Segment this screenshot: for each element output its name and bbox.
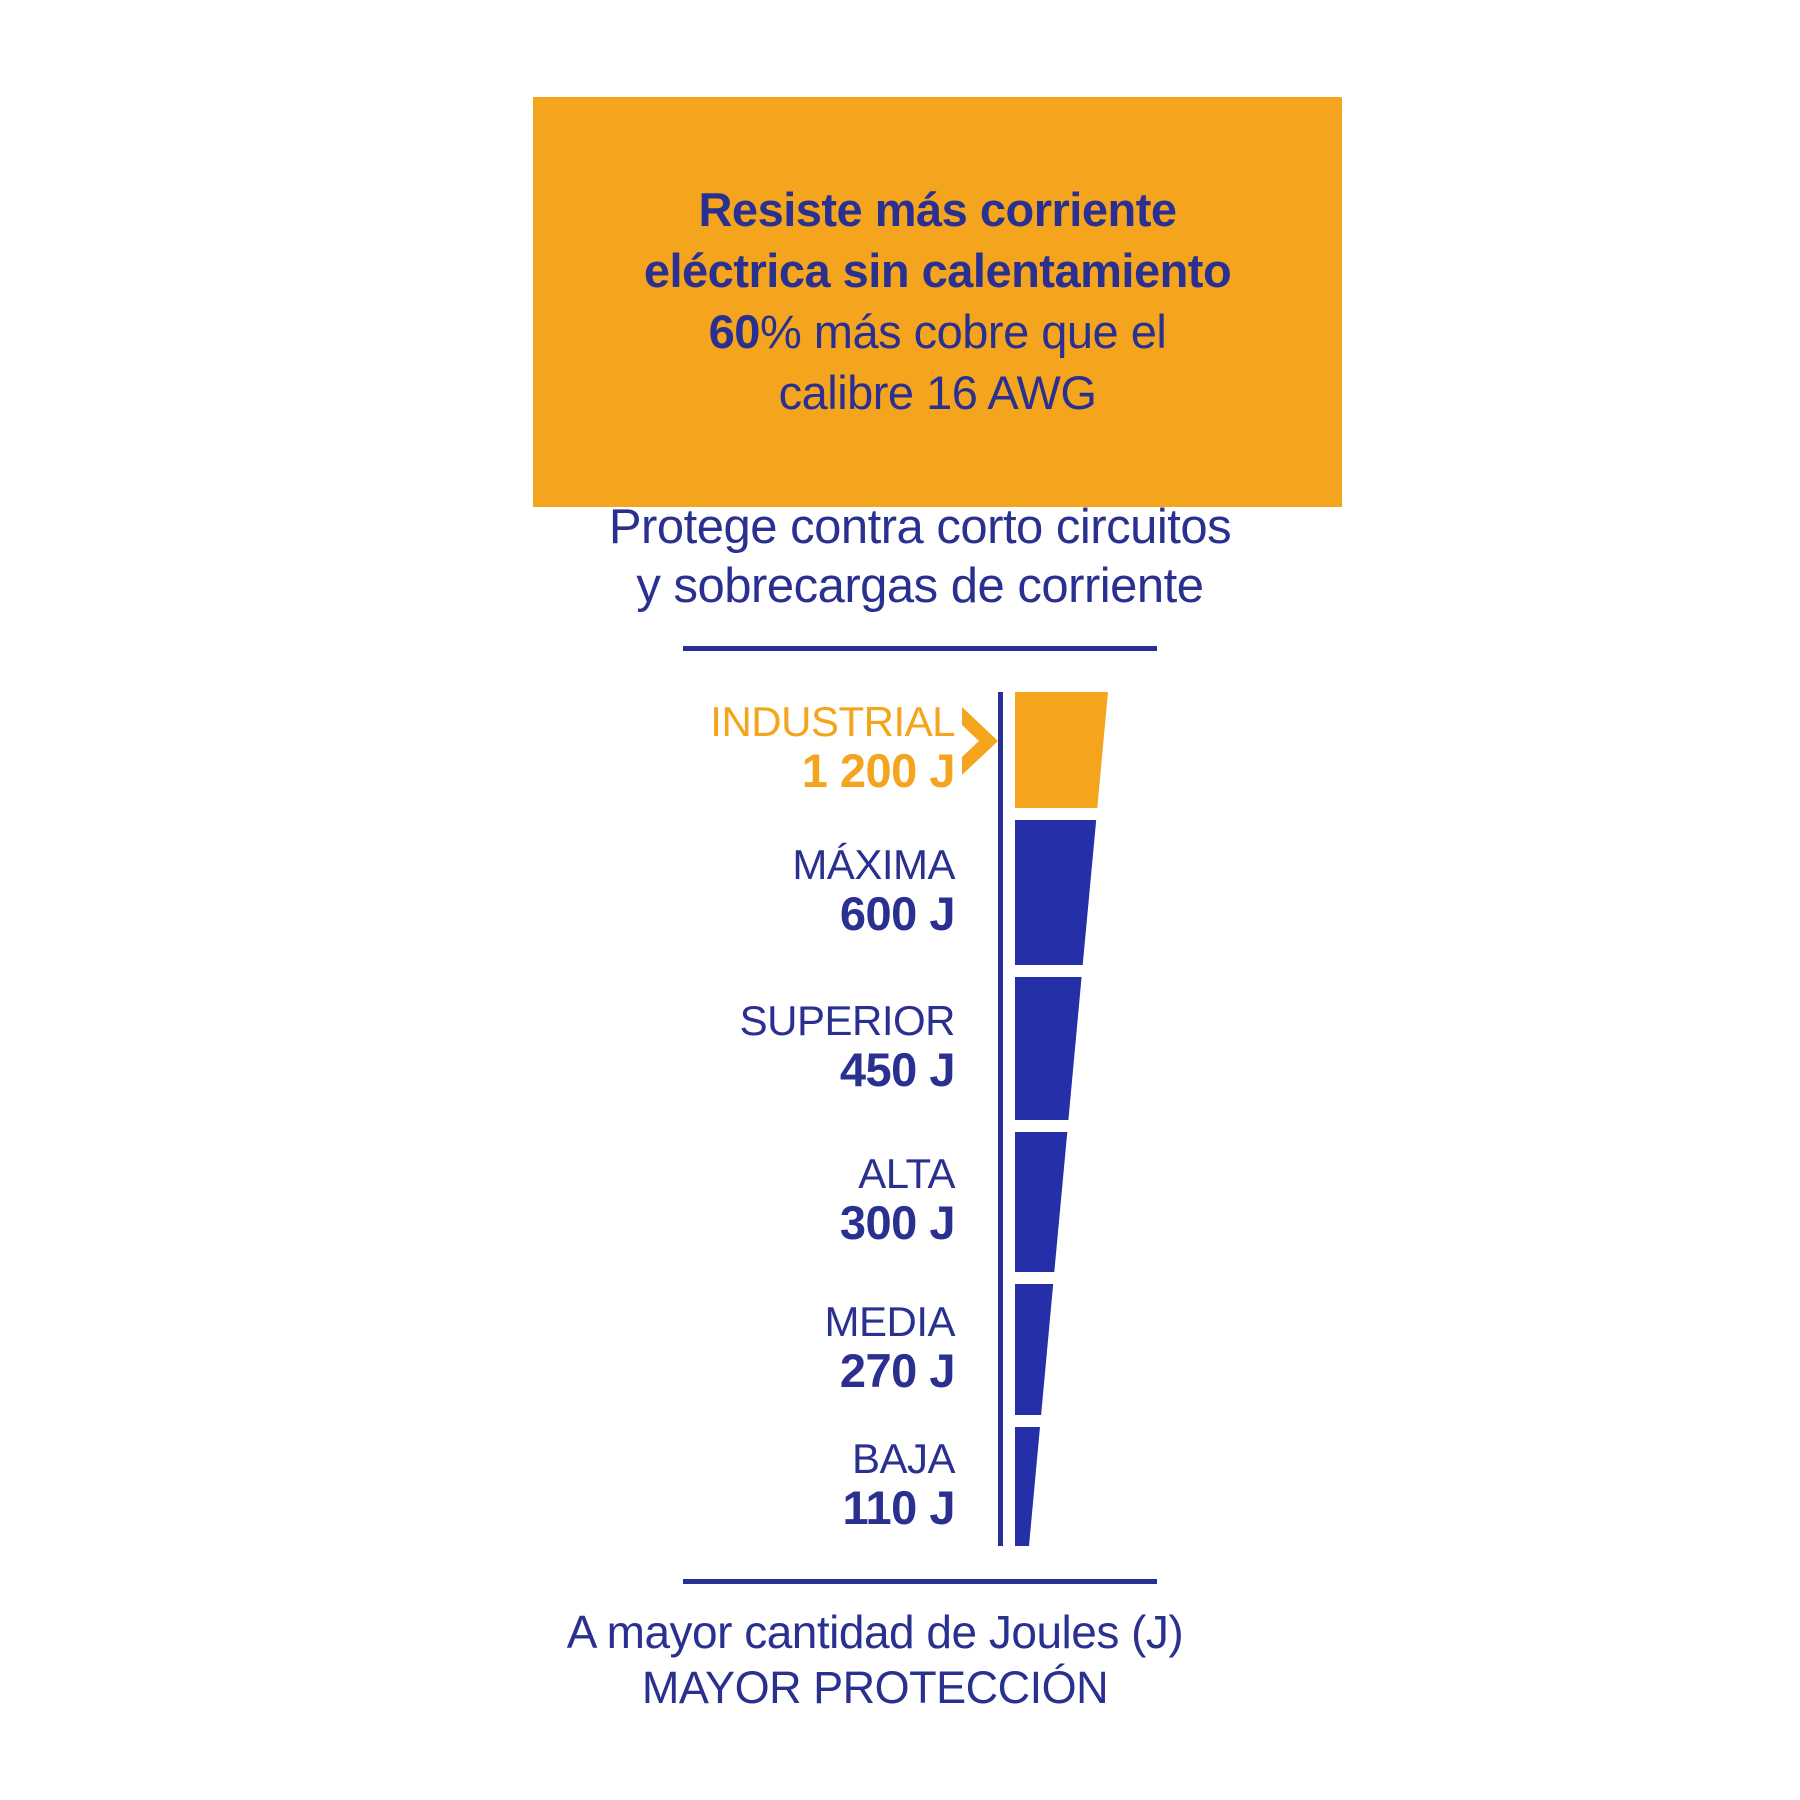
chart-title-line-2: y sobrecargas de corriente <box>636 559 1204 613</box>
funnel-category-name: MEDIA <box>824 1297 955 1345</box>
top-divider-line <box>683 646 1157 651</box>
footnote-line-2: MAYOR PROTECCIÓN <box>641 1662 1109 1713</box>
funnel-category-name: INDUSTRIAL <box>710 698 955 745</box>
funnel-category-name: SUPERIOR <box>739 996 956 1044</box>
funnel-label-baja: BAJA 110 J <box>842 1435 955 1534</box>
chevron-right-icon <box>962 707 998 775</box>
chart-title: Protege contra corto circuitos y sobreca… <box>520 498 1320 616</box>
banner-line-4: calibre 16 AWG <box>778 366 1097 419</box>
funnel-segment-superior <box>1015 977 1082 1120</box>
banner-line-1: Resiste más corriente <box>698 183 1177 236</box>
funnel-segment-industrial <box>1015 692 1108 808</box>
funnel-segment-máxima <box>1015 820 1097 965</box>
banner-line-3: 60% más cobre que el <box>533 301 1342 362</box>
funnel-label-máxima: MÁXIMA 600 J <box>792 841 955 940</box>
funnel-label-industrial: INDUSTRIAL 1 200 J <box>710 698 955 797</box>
funnel-category-name: BAJA <box>851 1434 956 1482</box>
funnel-category-value: 110 J <box>842 1480 955 1534</box>
banner-line-3-emphasis: 60 <box>708 305 761 358</box>
funnel-category-value: 450 J <box>839 1042 956 1096</box>
bottom-divider-line <box>683 1579 1157 1584</box>
funnel-label-media: MEDIA 270 J <box>824 1298 955 1397</box>
funnel-category-value: 1 200 J <box>801 744 956 797</box>
funnel-category-name: MÁXIMA <box>792 840 955 888</box>
benefit-banner: Resiste más corriente eléctrica sin cale… <box>533 97 1342 507</box>
funnel-category-value: 300 J <box>839 1196 956 1249</box>
funnel-category-name: ALTA <box>858 1150 955 1197</box>
funnel-category-value: 270 J <box>839 1343 956 1397</box>
funnel-category-value: 600 J <box>839 886 956 940</box>
chart-title-line-1: Protege contra corto circuitos <box>608 500 1232 554</box>
chart-footnote: A mayor cantidad de Joules (J) MAYOR PRO… <box>475 1604 1275 1715</box>
funnel-label-superior: SUPERIOR 450 J <box>739 996 956 1096</box>
footnote-line-1: A mayor cantidad de Joules (J) <box>566 1606 1184 1658</box>
funnel-segment-media <box>1015 1284 1054 1415</box>
funnel-label-alta: ALTA 300 J <box>839 1150 956 1249</box>
banner-line-3-rest: % más cobre que el <box>759 305 1167 358</box>
funnel-segment-baja <box>1015 1427 1040 1546</box>
funnel-segment-alta <box>1015 1132 1068 1272</box>
banner-line-2: eléctrica sin calentamiento <box>643 244 1232 297</box>
funnel-axis-line <box>998 692 1003 1546</box>
